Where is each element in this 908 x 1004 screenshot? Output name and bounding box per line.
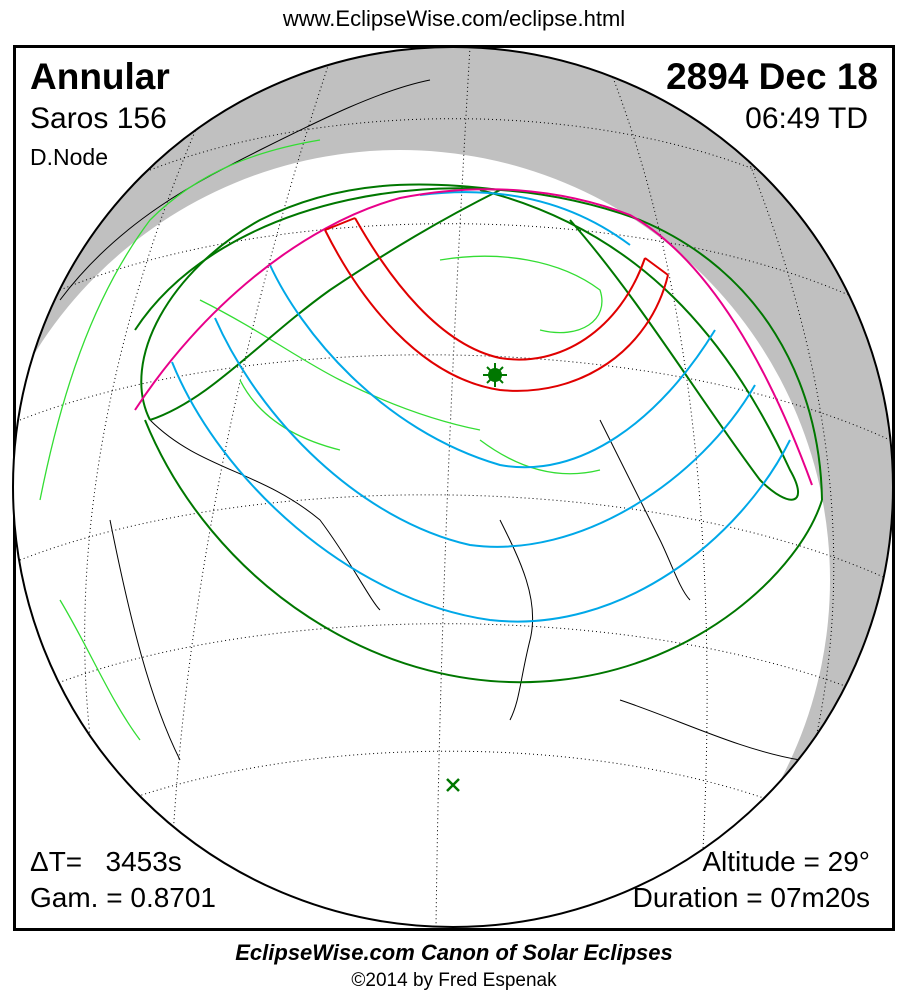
coastlines: [59, 79, 854, 841]
country-borders: [39, 139, 603, 741]
central-path-southern: [324, 229, 669, 392]
gamma: Gam. = 0.8701: [30, 882, 217, 913]
eclipse-date: 2894 Dec 18: [666, 56, 878, 97]
globe: [13, 47, 893, 927]
magnitude-line-1: [269, 264, 716, 469]
node: D.Node: [30, 144, 108, 170]
saros-number: Saros 156: [30, 102, 167, 135]
magnitude-line-3: [171, 361, 791, 623]
canon-title: EclipseWise.com Canon of Solar Eclipses: [235, 940, 673, 965]
eclipse-curves: [134, 183, 823, 684]
penumbral-southern-limit: [144, 419, 823, 684]
sunrise-sunset-curve: [134, 188, 813, 486]
penumbral-eastern-loop: [479, 189, 800, 501]
greatest-eclipse-star-icon: [483, 363, 507, 387]
eclipse-time: 06:49 TD: [745, 102, 868, 135]
altitude: Altitude = 29°: [702, 846, 870, 877]
globe-outline: [12, 46, 894, 928]
sub-solar-point-x-icon: [446, 778, 460, 792]
magnitude-line-2: [214, 317, 756, 548]
penumbral-outer-arc: [134, 187, 823, 501]
magnitude-line-top: [419, 191, 631, 246]
duration: Duration = 07m20s: [632, 882, 870, 913]
central-path-northern: [354, 217, 646, 361]
copyright: ©2014 by Fred Espenak: [351, 970, 557, 991]
graticule: [19, 47, 891, 927]
source-url: www.EclipseWise.com/eclipse.html: [282, 6, 626, 31]
eclipse-type: Annular: [30, 56, 170, 97]
delta-t: ΔT= 3453s: [30, 846, 182, 877]
